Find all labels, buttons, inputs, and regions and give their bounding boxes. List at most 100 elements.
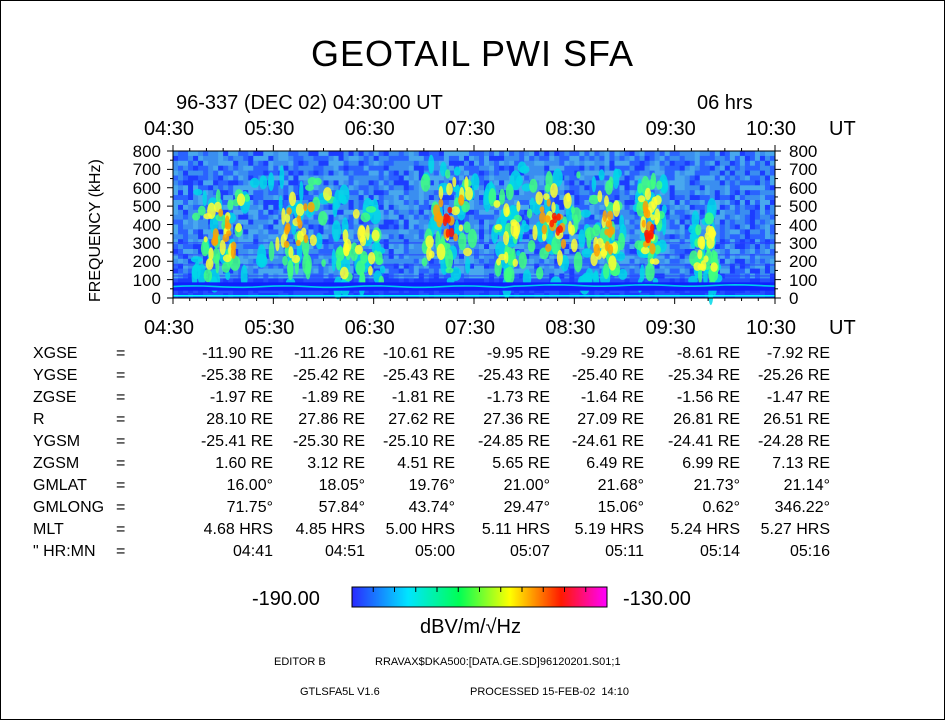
- burst-blob: [545, 243, 552, 252]
- spectrogram-cell: [388, 204, 395, 211]
- continuum-line: [172, 283, 776, 289]
- spectrogram-cell: [188, 288, 194, 294]
- spectrogram-cell: [183, 258, 189, 265]
- spectrogram-cell: [634, 253, 640, 260]
- spectrogram-cell: [624, 278, 630, 284]
- spectrogram-cell: [734, 278, 741, 284]
- spectrogram-cell: [213, 155, 219, 162]
- burst-blob: [593, 243, 601, 257]
- spectrogram-cell: [183, 151, 189, 157]
- spectrogram-cell: [233, 288, 239, 294]
- spectrogram-cell: [313, 263, 319, 269]
- burst-blob: [229, 255, 241, 271]
- spectrogram-cell: [338, 180, 344, 186]
- spectrogram-cell: [579, 185, 585, 191]
- spectrogram-cell: [764, 268, 771, 274]
- date-line: 96-337 (DEC 02) 04:30:00 UT: [176, 92, 443, 114]
- spectrogram-cell: [333, 244, 339, 250]
- spectrogram-cell: [719, 288, 726, 294]
- ephemeris-value: 29.47°: [503, 499, 550, 516]
- spectrogram-cell: [393, 204, 400, 211]
- spectrogram-cell: [714, 180, 721, 186]
- spectrogram-cell: [458, 175, 465, 181]
- spectrogram-cell: [594, 180, 600, 186]
- spectrogram-cell: [378, 239, 385, 245]
- spectrogram-cell: [629, 214, 635, 220]
- spectrogram-cell: [243, 185, 249, 191]
- burst-blob: [569, 224, 575, 236]
- spectrogram-cell: [624, 249, 630, 255]
- spectrogram-cell: [664, 219, 671, 225]
- spectrogram-cell: [303, 190, 309, 196]
- spectrogram-cell: [484, 214, 490, 220]
- spectrogram-cell: [173, 185, 179, 191]
- spectrogram-cell: [413, 244, 420, 250]
- spectrogram-cell: [248, 263, 254, 269]
- spectrogram-cell: [338, 234, 344, 240]
- spectrogram-cell: [619, 200, 625, 206]
- spectrogram-cell: [544, 263, 550, 269]
- spectrogram-cell: [489, 209, 495, 216]
- spectrogram-cell: [423, 268, 430, 274]
- burst-blob: [571, 238, 578, 253]
- spectrogram-cell: [258, 224, 264, 230]
- spectrogram-cell: [308, 219, 314, 225]
- spectrogram-cell: [258, 214, 264, 220]
- spectrogram-cell: [308, 165, 314, 171]
- spectrogram-cell: [659, 253, 666, 260]
- spectrogram-cell: [659, 160, 666, 167]
- spectrogram-cell: [584, 151, 590, 157]
- spectrogram-cell: [368, 244, 375, 250]
- spectrogram-cell: [313, 224, 319, 230]
- burst-blob: [580, 209, 592, 218]
- burst-blob: [203, 236, 208, 243]
- spectrogram-cell: [724, 249, 731, 255]
- spectrogram-cell: [418, 249, 425, 255]
- spectrogram-cell: [619, 151, 625, 157]
- spectrogram-cell: [569, 195, 575, 201]
- spectrogram-cell: [734, 190, 741, 196]
- spectrogram-cell: [609, 160, 615, 167]
- spectrogram-cell: [729, 244, 736, 250]
- spectrogram-cell: [353, 234, 360, 240]
- spectrogram-cell: [323, 160, 329, 167]
- spectrogram-cell: [494, 253, 500, 260]
- spectrogram-cell: [298, 155, 304, 162]
- ephemeris-row-label: " HR:MN: [33, 543, 96, 560]
- spectrogram-cell: [744, 229, 751, 235]
- burst-blob: [315, 232, 323, 250]
- spectrogram-cell: [258, 229, 264, 235]
- spectrogram-cell: [649, 278, 655, 284]
- spectrogram-cell: [669, 253, 676, 260]
- spectrogram-cell: [338, 170, 344, 176]
- spectrogram-cell: [278, 263, 284, 269]
- spectrogram-cell: [479, 258, 485, 265]
- spectrogram-cell: [704, 170, 711, 176]
- burst-blob: [544, 183, 551, 193]
- spectrogram-cell: [353, 160, 360, 167]
- spectrogram-cell: [604, 209, 610, 216]
- spectrogram-cell: [549, 170, 555, 176]
- spectrogram-cell: [173, 278, 179, 284]
- spectrogram-cell: [474, 190, 480, 196]
- spectrogram-cell: [739, 190, 746, 196]
- spectrogram-cell: [569, 268, 575, 274]
- spectrogram-cell: [358, 219, 365, 225]
- spectrogram-cell: [288, 160, 294, 167]
- spectrogram-cell: [589, 175, 595, 181]
- spectrogram-cell: [769, 170, 776, 176]
- spectrogram-cell: [308, 190, 314, 196]
- spectrogram-cell: [574, 195, 580, 201]
- spectrogram-cell: [764, 214, 771, 220]
- ephemeris-value: 27.62 RE: [388, 411, 455, 428]
- spectrogram-cell: [739, 165, 746, 171]
- spectrogram-cell: [564, 175, 570, 181]
- spectrogram-cell: [348, 288, 354, 294]
- spectrogram-cell: [759, 180, 766, 186]
- spectrogram-cell: [218, 165, 224, 171]
- spectrogram-cell: [188, 151, 194, 157]
- spectrogram-cell: [388, 244, 395, 250]
- spectrogram-cell: [328, 219, 334, 225]
- spectrogram-cell: [318, 253, 324, 260]
- spectrogram-cell: [468, 258, 475, 265]
